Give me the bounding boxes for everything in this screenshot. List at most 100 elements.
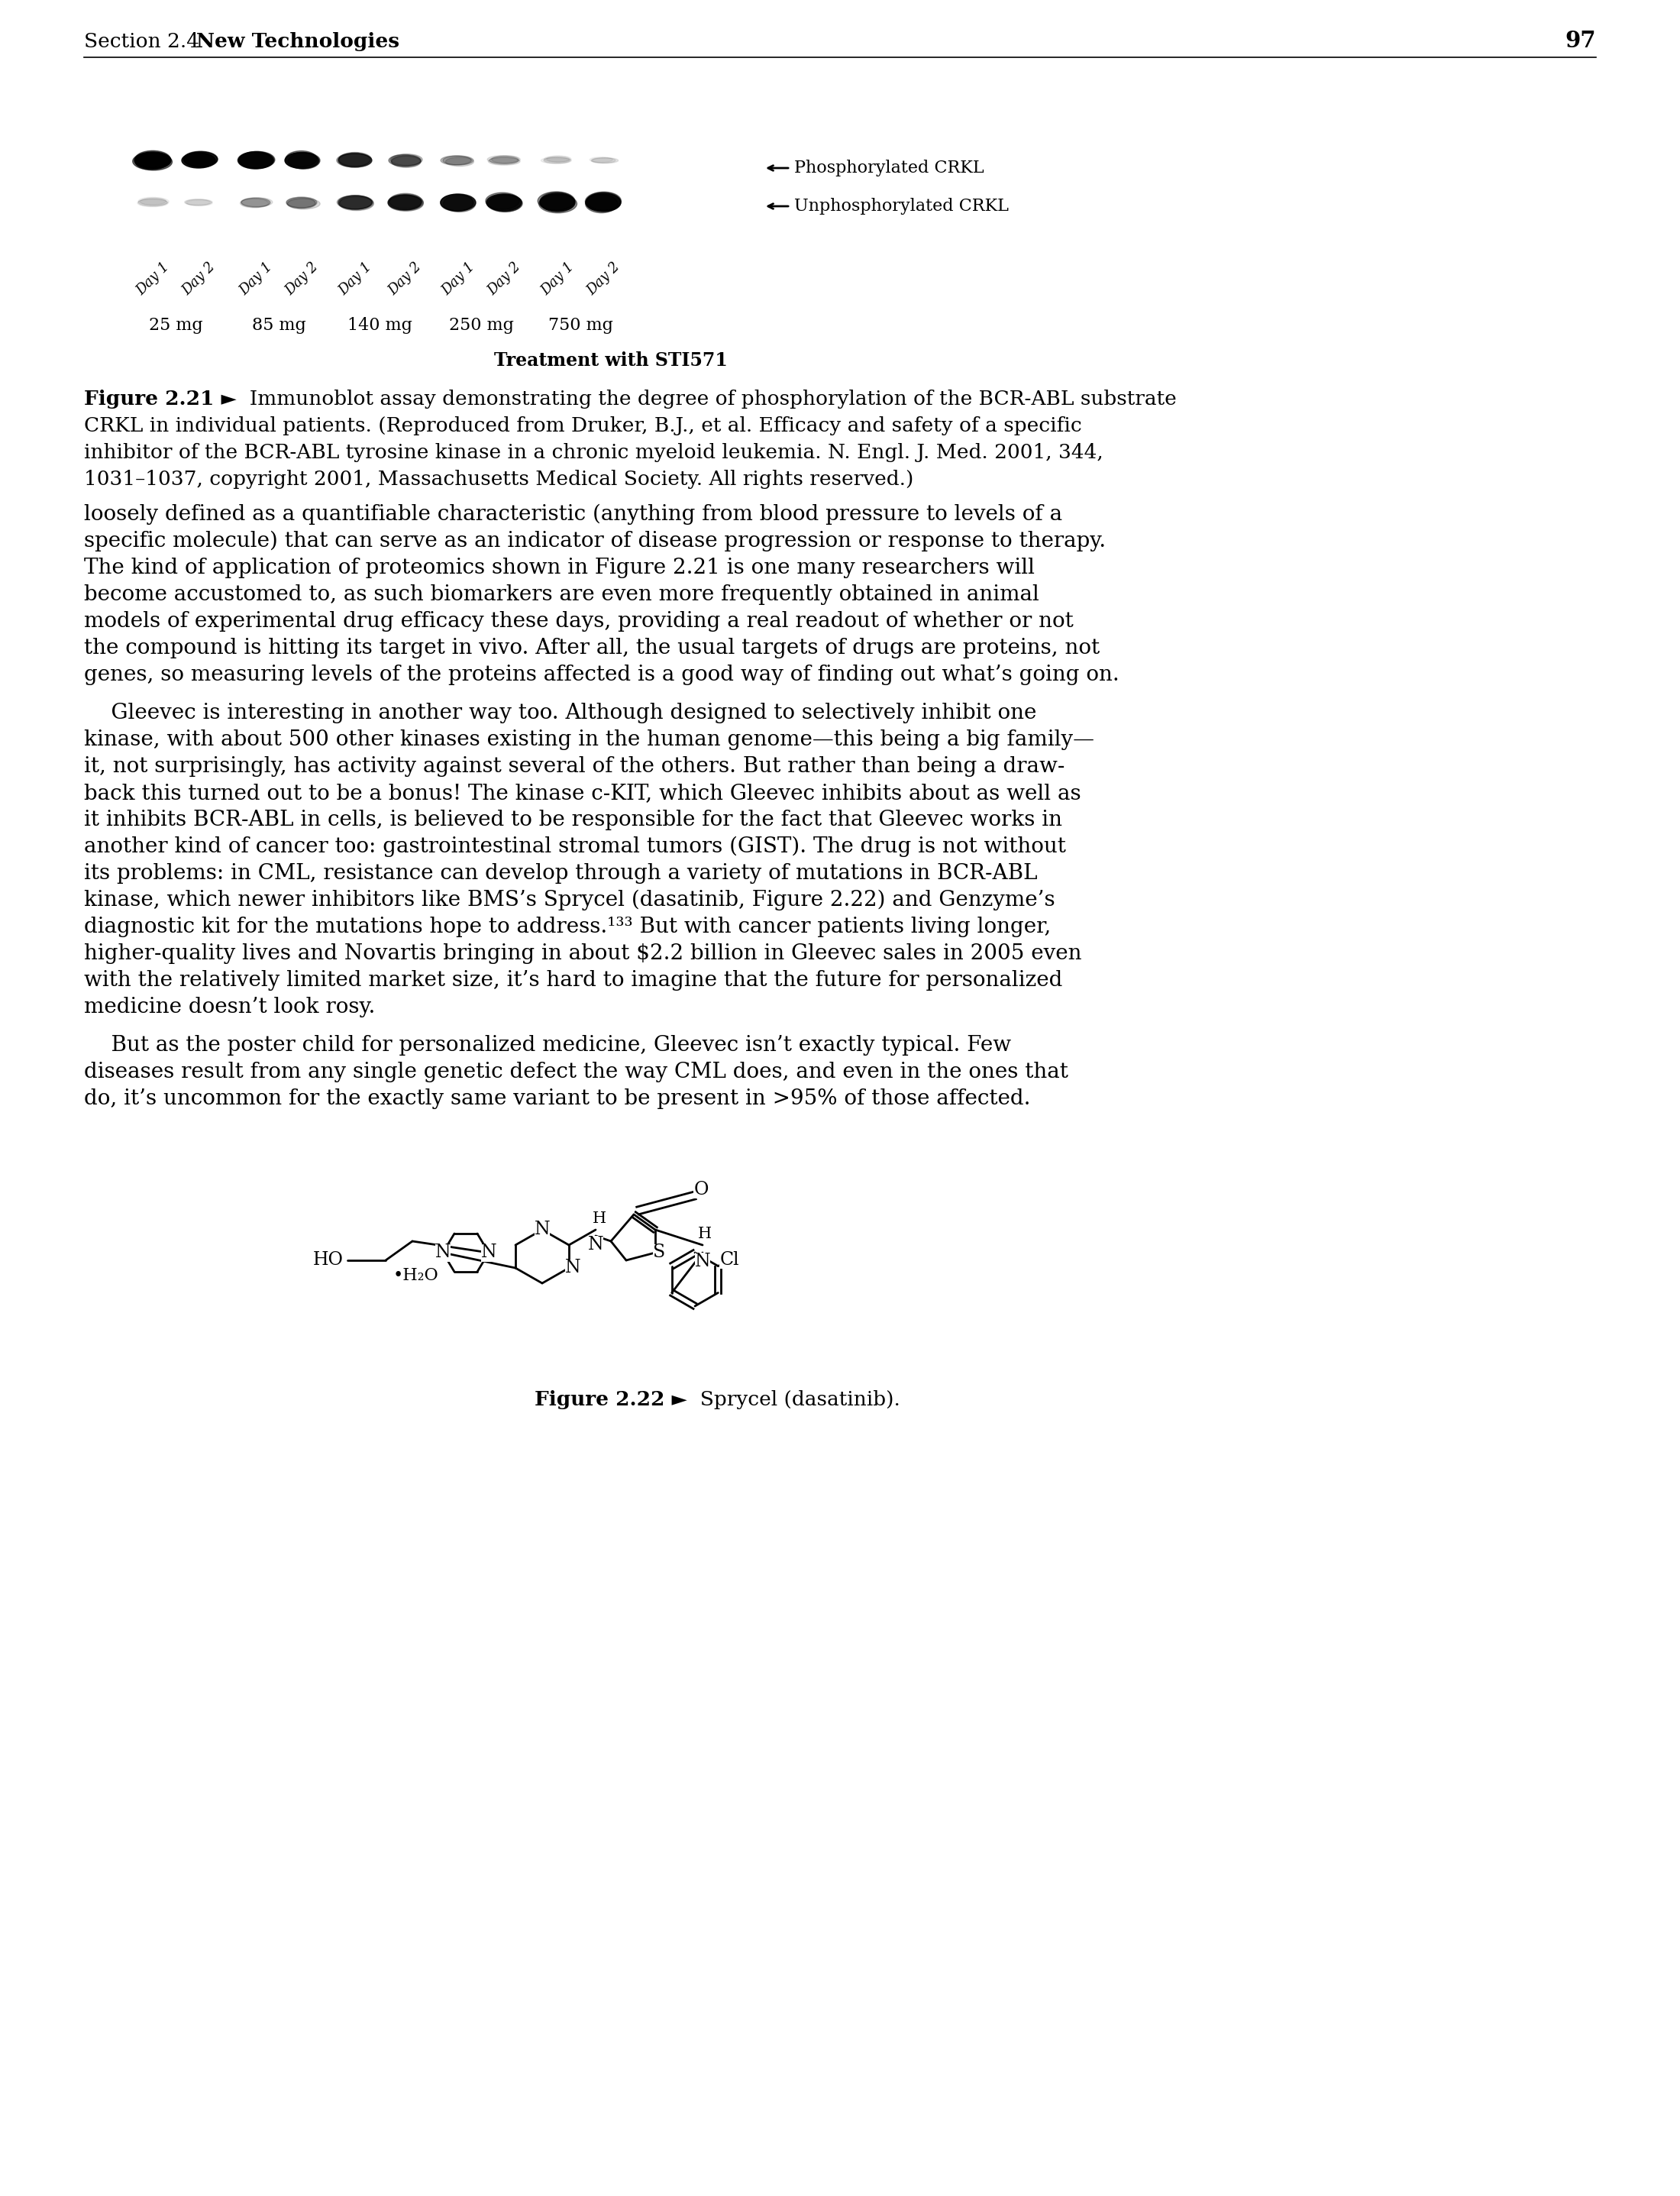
Text: diseases result from any single genetic defect the way CML does, and even in the: diseases result from any single genetic … (84, 1061, 1068, 1083)
Ellipse shape (286, 152, 319, 169)
Text: 140 mg: 140 mg (348, 316, 412, 334)
Text: N: N (588, 1236, 603, 1254)
Text: loosely defined as a quantifiable characteristic (anything from blood pressure t: loosely defined as a quantifiable charac… (84, 505, 1062, 525)
Text: Day 2: Day 2 (486, 259, 522, 299)
Text: But as the poster child for personalized medicine, Gleevec isn’t exactly typical: But as the poster child for personalized… (84, 1034, 1011, 1056)
Text: higher-quality lives and Novartis bringing in about $2.2 billion in Gleevec sale: higher-quality lives and Novartis bringi… (84, 944, 1082, 964)
Ellipse shape (139, 198, 170, 206)
Ellipse shape (136, 154, 171, 171)
Text: Phosphorylated CRKL: Phosphorylated CRKL (795, 160, 984, 176)
Text: kinase, with about 500 other kinases existing in the human genome—this being a b: kinase, with about 500 other kinases exi… (84, 729, 1094, 751)
Ellipse shape (286, 152, 318, 167)
Ellipse shape (239, 152, 276, 169)
Ellipse shape (538, 191, 575, 211)
Ellipse shape (138, 200, 168, 206)
Text: its problems: in CML, resistance can develop through a variety of mutations in B: its problems: in CML, resistance can dev… (84, 863, 1038, 883)
Ellipse shape (138, 198, 166, 204)
Text: 1031–1037, copyright 2001, Massachusetts Medical Society. All rights reserved.): 1031–1037, copyright 2001, Massachusetts… (84, 470, 914, 490)
Ellipse shape (544, 156, 570, 163)
Ellipse shape (286, 152, 319, 169)
Text: kinase, which newer inhibitors like BMS’s Sprycel (dasatinib, Figure 2.22) and G: kinase, which newer inhibitors like BMS’… (84, 889, 1055, 911)
Ellipse shape (138, 198, 168, 206)
Ellipse shape (586, 191, 622, 211)
Text: •H₂O: •H₂O (393, 1267, 438, 1285)
Text: Cl: Cl (719, 1252, 739, 1269)
Text: Day 1: Day 1 (134, 259, 171, 299)
Ellipse shape (239, 152, 274, 169)
Ellipse shape (134, 152, 171, 169)
Text: another kind of cancer too: gastrointestinal stromal tumors (GIST). The drug is : another kind of cancer too: gastrointest… (84, 837, 1065, 856)
Ellipse shape (539, 195, 576, 213)
Text: 250 mg: 250 mg (449, 316, 514, 334)
Ellipse shape (237, 152, 272, 169)
Ellipse shape (541, 158, 570, 163)
Text: inhibitor of the BCR-ABL tyrosine kinase in a chronic myeloid leukemia. N. Engl.: inhibitor of the BCR-ABL tyrosine kinase… (84, 444, 1104, 461)
Text: diagnostic kit for the mutations hope to address.¹³³ But with cancer patients li: diagnostic kit for the mutations hope to… (84, 916, 1052, 938)
Ellipse shape (440, 195, 474, 211)
Text: Day 1: Day 1 (438, 259, 477, 299)
Ellipse shape (388, 195, 423, 211)
Text: 97: 97 (1566, 31, 1596, 53)
Ellipse shape (544, 158, 571, 163)
Ellipse shape (440, 156, 472, 165)
Ellipse shape (391, 156, 422, 167)
Text: HO: HO (312, 1252, 344, 1269)
Ellipse shape (489, 158, 521, 165)
Text: The kind of application of proteomics shown in Figure 2.21 is one many researche: The kind of application of proteomics sh… (84, 558, 1035, 578)
Text: Day 1: Day 1 (237, 259, 276, 299)
Ellipse shape (388, 195, 422, 211)
Ellipse shape (185, 200, 212, 206)
Ellipse shape (489, 195, 521, 211)
Ellipse shape (390, 154, 422, 165)
Text: New Technologies: New Technologies (197, 33, 400, 51)
Ellipse shape (486, 193, 519, 209)
Ellipse shape (492, 156, 521, 163)
Ellipse shape (539, 191, 575, 211)
Text: Figure 2.21 ►: Figure 2.21 ► (84, 389, 237, 408)
Text: Day 2: Day 2 (180, 259, 218, 299)
Ellipse shape (390, 193, 422, 209)
Ellipse shape (339, 195, 373, 209)
Text: S: S (654, 1243, 665, 1261)
Ellipse shape (183, 152, 217, 167)
Text: with the relatively limited market size, it’s hard to imagine that the future fo: with the relatively limited market size,… (84, 971, 1062, 990)
Ellipse shape (338, 154, 371, 167)
Ellipse shape (183, 152, 218, 167)
Ellipse shape (546, 156, 571, 163)
Ellipse shape (338, 195, 371, 209)
Text: 25 mg: 25 mg (148, 316, 203, 334)
Text: Day 2: Day 2 (282, 259, 321, 299)
Text: 750 mg: 750 mg (548, 316, 613, 334)
Ellipse shape (489, 156, 519, 165)
Ellipse shape (338, 195, 373, 209)
Ellipse shape (445, 158, 474, 167)
Ellipse shape (286, 198, 316, 209)
Text: Day 1: Day 1 (336, 259, 375, 299)
Text: models of experimental drug efficacy these days, providing a real readout of whe: models of experimental drug efficacy the… (84, 610, 1074, 632)
Text: it, not surprisingly, has activity against several of the others. But rather tha: it, not surprisingly, has activity again… (84, 755, 1065, 777)
Ellipse shape (585, 193, 620, 211)
Ellipse shape (133, 154, 170, 169)
Ellipse shape (440, 193, 475, 211)
Text: medicine doesn’t look rosy.: medicine doesn’t look rosy. (84, 997, 375, 1017)
Text: back this turned out to be a bonus! The kinase c-KIT, which Gleevec inhibits abo: back this turned out to be a bonus! The … (84, 784, 1080, 804)
Text: N: N (534, 1221, 549, 1239)
Text: Unphosphorylated CRKL: Unphosphorylated CRKL (795, 198, 1008, 215)
Ellipse shape (444, 195, 475, 211)
Text: specific molecule) that can serve as an indicator of disease progression or resp: specific molecule) that can serve as an … (84, 531, 1105, 551)
Text: H: H (697, 1228, 712, 1241)
Ellipse shape (586, 193, 622, 211)
Ellipse shape (181, 154, 215, 169)
Ellipse shape (487, 195, 522, 211)
Text: CRKL in individual patients. (Reproduced from Druker, B.J., et al. Efficacy and : CRKL in individual patients. (Reproduced… (84, 417, 1082, 435)
Text: N: N (435, 1243, 450, 1261)
Text: Immunoblot assay demonstrating the degree of phosphorylation of the BCR-ABL subs: Immunoblot assay demonstrating the degre… (237, 389, 1176, 408)
Ellipse shape (287, 198, 321, 209)
Text: O: O (694, 1181, 709, 1199)
Text: Treatment with STI571: Treatment with STI571 (494, 351, 727, 369)
Text: Figure 2.22 ►: Figure 2.22 ► (534, 1390, 687, 1410)
Ellipse shape (388, 154, 420, 167)
Ellipse shape (287, 198, 316, 209)
Text: N: N (694, 1252, 711, 1269)
Ellipse shape (134, 152, 170, 167)
